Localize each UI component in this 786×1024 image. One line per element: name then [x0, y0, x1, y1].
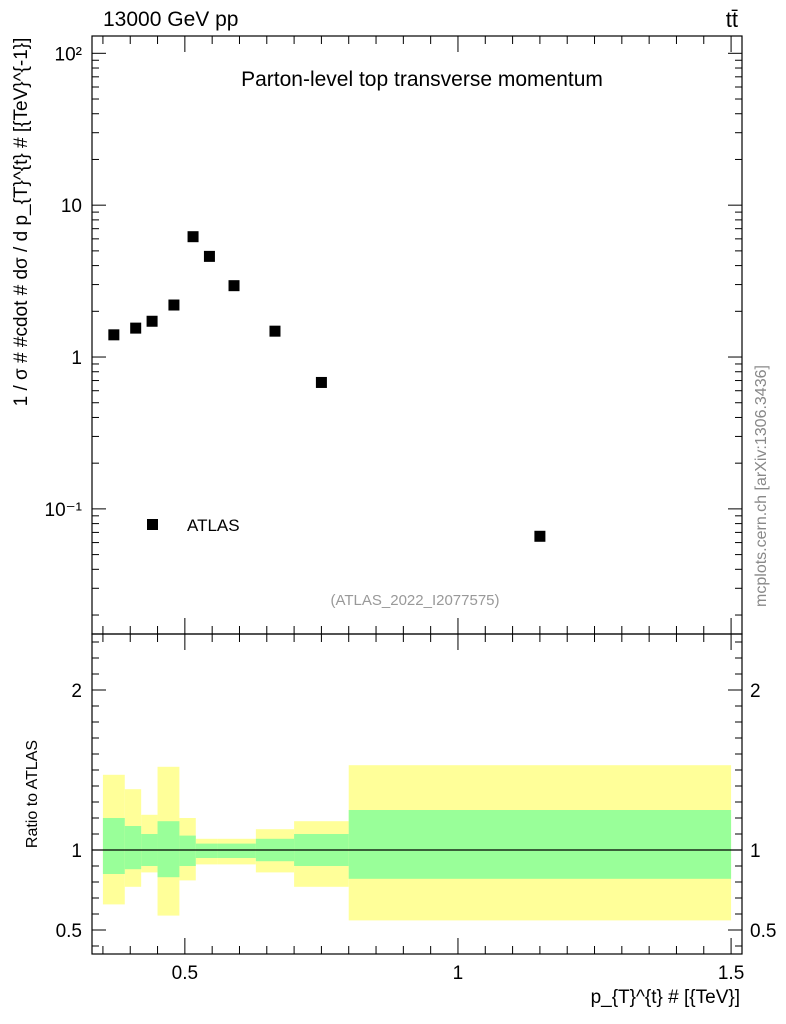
ratio-y-axis-label: Ratio to ATLAS [24, 740, 41, 848]
process-label: tt̄ [726, 7, 738, 32]
data-point [534, 530, 546, 542]
plot-title: Parton-level top transverse momentum [241, 68, 603, 91]
data-point [315, 376, 327, 388]
data-point [228, 280, 240, 292]
ratio-inner-band [348, 810, 732, 879]
ratio-plot-panel: 0.5 1 1.5 0.5 0.5 1 1 2 2 [56, 633, 776, 984]
data-source-annotation: (ATLAS_2022_I2077575) [330, 592, 499, 609]
ratio-plot-frame [91, 633, 743, 955]
ratio-y-tick-label-left: 2 [71, 681, 82, 702]
y-tick-label: 10 [61, 196, 82, 217]
ratio-y-tick-label-right: 2 [750, 681, 761, 702]
data-point [168, 299, 180, 311]
energy-label: 13000 GeV pp [103, 8, 238, 31]
ratio-y-tick-label-right: 0.5 [750, 921, 776, 942]
data-point [203, 250, 215, 262]
legend-entry-atlas: ATLAS [187, 516, 240, 535]
watermark: mcplots.cern.ch [arXiv:1306.3436] [753, 365, 770, 607]
data-point [269, 325, 281, 337]
data-point [146, 315, 158, 327]
main-plot-panel: 10⁻¹ 1 10 10² [45, 35, 743, 635]
ratio-inner-band [217, 843, 256, 858]
x-axis-label: p_{T}^{t} # [{TeV}] [591, 987, 740, 1008]
y-tick-label: 10⁻¹ [45, 500, 83, 521]
x-tick-label: 1.5 [718, 963, 744, 984]
data-point [130, 322, 142, 334]
main-plot-frame [91, 35, 743, 635]
ratio-inner-band [157, 821, 180, 878]
ratio-y-tick-label-left: 1 [71, 841, 82, 862]
ratio-inner-band [195, 843, 218, 858]
data-point [108, 329, 120, 341]
y-axis-label: 1 / σ # #cdot # dσ / d p_{T}^{t} # [{TeV… [11, 38, 32, 407]
y-tick-label: 1 [71, 348, 82, 369]
legend-marker [147, 519, 158, 530]
ratio-y-tick-label-right: 1 [750, 841, 761, 862]
data-point [187, 231, 199, 243]
x-tick-label: 0.5 [172, 963, 198, 984]
ratio-y-tick-label-left: 0.5 [56, 921, 82, 942]
y-tick-label: 10² [55, 44, 82, 65]
ratio-inner-band [124, 826, 142, 870]
ratio-inner-band [102, 818, 125, 874]
ratio-inner-band [179, 835, 196, 866]
x-tick-label: 1 [453, 963, 464, 984]
